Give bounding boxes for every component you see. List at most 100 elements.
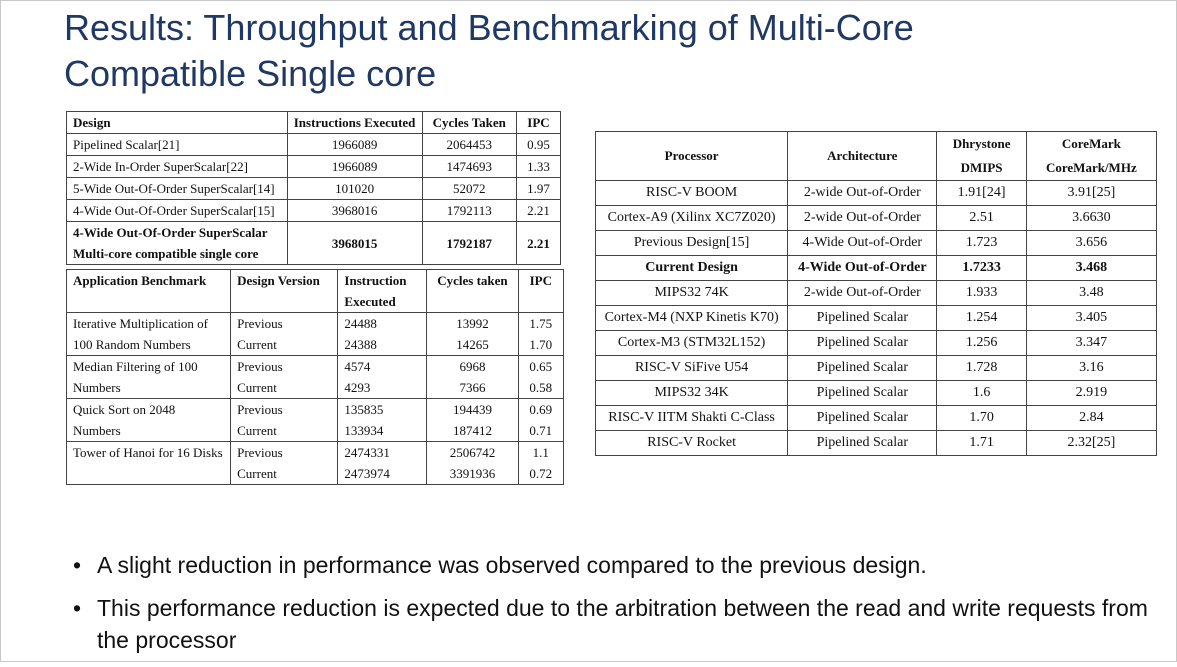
table-cell: 2506742 [426,441,519,463]
cell-line: 2-Wide In-Order SuperScalar[22] [73,159,248,174]
table-cell: Previous [230,398,339,420]
table-row: 2-Wide In-Order SuperScalar[22] 1966089 14… [66,155,562,178]
table-cell: 4293 [337,377,428,399]
header-cell: Instruction Executed [337,269,428,313]
table-row: Cortex-A9 (Xilinx XC7Z020) 2-wide Out-of-… [594,205,1158,231]
table-cell: 2474331 [337,441,428,463]
table-cell: 1.71 [936,430,1027,456]
table-cell: 2-Wide In-Order SuperScalar[22] [66,155,288,178]
table-cell: 3.405 [1025,305,1158,331]
table-cell: Previous Design[15] [594,230,789,256]
table-cell: 2.21 [515,221,562,265]
table-cell: 101020 [286,177,423,200]
table-cell: 1966089 [286,133,423,156]
header-cell: IPC [517,269,565,313]
table-cell: 187412 [426,420,519,442]
table-cell: Pipelined Scalar [787,305,938,331]
table-row: Current 24388 14265 1.70 [67,334,565,356]
table-cell: 1.723 [936,230,1027,256]
table-cell: 1.933 [936,280,1027,306]
bullet-item: A slight reduction in performance was ob… [73,549,1173,581]
table-cell: 0.69 [517,398,565,420]
header-row: Processor Architecture Dhrystone DMIPS Core… [594,131,1158,181]
header-cell: Application Benchmark [65,269,232,313]
table-cell: 1792113 [421,199,517,222]
table-cell: 3.656 [1025,230,1158,256]
table-cell: Cortex-M4 (NXP Kinetis K70) [594,305,789,331]
table-cell: 3.6630 [1025,205,1158,231]
table-row: Current 133934 187412 0.71 [67,420,565,442]
table-cell: 24388 [337,334,428,356]
table-cell: 2.32[25] [1025,430,1158,456]
header-cell: IPC [515,111,562,134]
table-cell: Pipelined Scalar [787,355,938,381]
table-cell: Current [230,463,339,485]
table-row: Tower of Hanoi for 16 Disks Previous 24743… [65,441,565,485]
table-row: Pipelined Scalar[21] 1966089 2064453 0.95 [66,133,562,156]
table-cell: 1.75 [517,312,565,334]
table-cell: Previous [230,441,339,463]
table-cell: 3.468 [1025,255,1158,281]
table-cell: 0.58 [517,377,565,399]
table-row: Current Design 4-Wide Out-of-Order 1.7233 3… [594,255,1158,281]
benchmark-name: Quick Sort on 2048 Numbers [65,398,232,442]
table-cell: 1.91[24] [936,180,1027,206]
table-cell: 3.16 [1025,355,1158,381]
table-cell: 0.72 [517,463,565,485]
table-cell: 3968016 [286,199,423,222]
table-cell: MIPS32 74K [594,280,789,306]
table-cell: 5-Wide Out-Of-Order SuperScalar[14] [66,177,288,200]
table-cell: Pipelined Scalar [787,430,938,456]
header-cell: Design [66,111,288,134]
bullet-list: A slight reduction in performance was ob… [73,549,1173,667]
table-row: Current 4293 7366 0.58 [67,377,565,399]
cell-line: 5-Wide Out-Of-Order SuperScalar[14] [73,181,275,196]
table-cell: Previous [230,355,339,377]
benchmark-name: Median Filtering of 100 Numbers [65,355,232,399]
table-cell: RISC-V IITM Shakti C-Class [594,405,789,431]
benchmark-table: Application Benchmark Design Version Instr… [65,269,565,485]
table-cell: Pipelined Scalar [787,380,938,406]
table-cell: 1.70 [936,405,1027,431]
table-cell: Cortex-A9 (Xilinx XC7Z020) [594,205,789,231]
table-cell: 13992 [426,312,519,334]
table-cell: 194439 [426,398,519,420]
table-cell: 6968 [426,355,519,377]
table-row: RISC-V IITM Shakti C-Class Pipelined Scal… [594,405,1158,431]
table-cell: 4-Wide Out-Of-Order SuperScalar[15] [66,199,288,222]
table-row: Iterative Multiplication of 100 Random N… [65,312,565,356]
table-cell: Cortex-M3 (STM32L152) [594,330,789,356]
table-cell: 1.728 [936,355,1027,381]
processor-table: Processor Architecture Dhrystone DMIPS Core… [594,131,1158,456]
header-cell: Dhrystone DMIPS [936,131,1027,181]
design-table: Design Instructions Executed Cycles Taken I… [66,111,562,265]
table-row: Current 2473974 3391936 0.72 [67,463,565,485]
table-row: MIPS32 34K Pipelined Scalar 1.6 2.919 [594,380,1158,406]
bullet-item: This performance reduction is expected d… [73,592,1173,656]
cell-line: 4-Wide Out-Of-Order SuperScalar[15] [73,203,275,218]
table-cell: 0.65 [517,355,565,377]
table-cell: 1966089 [286,155,423,178]
table-cell: 2-wide Out-of-Order [787,280,938,306]
table-cell: 1.256 [936,330,1027,356]
table-cell: 3.347 [1025,330,1158,356]
benchmark-name: Iterative Multiplication of 100 Random N… [65,312,232,356]
header-cell: CoreMark CoreMark/MHz [1025,131,1158,181]
cell-line: 4-Wide Out-Of-Order SuperScalar [73,225,268,240]
table-row: RISC-V Rocket Pipelined Scalar 1.71 2.32[25… [594,430,1158,456]
table-row: Median Filtering of 100 Numbers Previous 4… [65,355,565,399]
table-cell: 1.33 [515,155,562,178]
table-cell: RISC-V SiFive U54 [594,355,789,381]
table-cell: 2.919 [1025,380,1158,406]
header-cell: Instructions Executed [286,111,423,134]
table-cell: 52072 [421,177,517,200]
table-cell: Pipelined Scalar [787,330,938,356]
table-cell: Pipelined Scalar [787,405,938,431]
table-cell: 1.254 [936,305,1027,331]
table-cell: 1.97 [515,177,562,200]
table-cell: 2064453 [421,133,517,156]
table-row: 4-Wide Out-Of-Order SuperScalar Multi-cor… [66,221,562,265]
header-row: Application Benchmark Design Version Instr… [65,269,565,313]
table-cell: 1.1 [517,441,565,463]
